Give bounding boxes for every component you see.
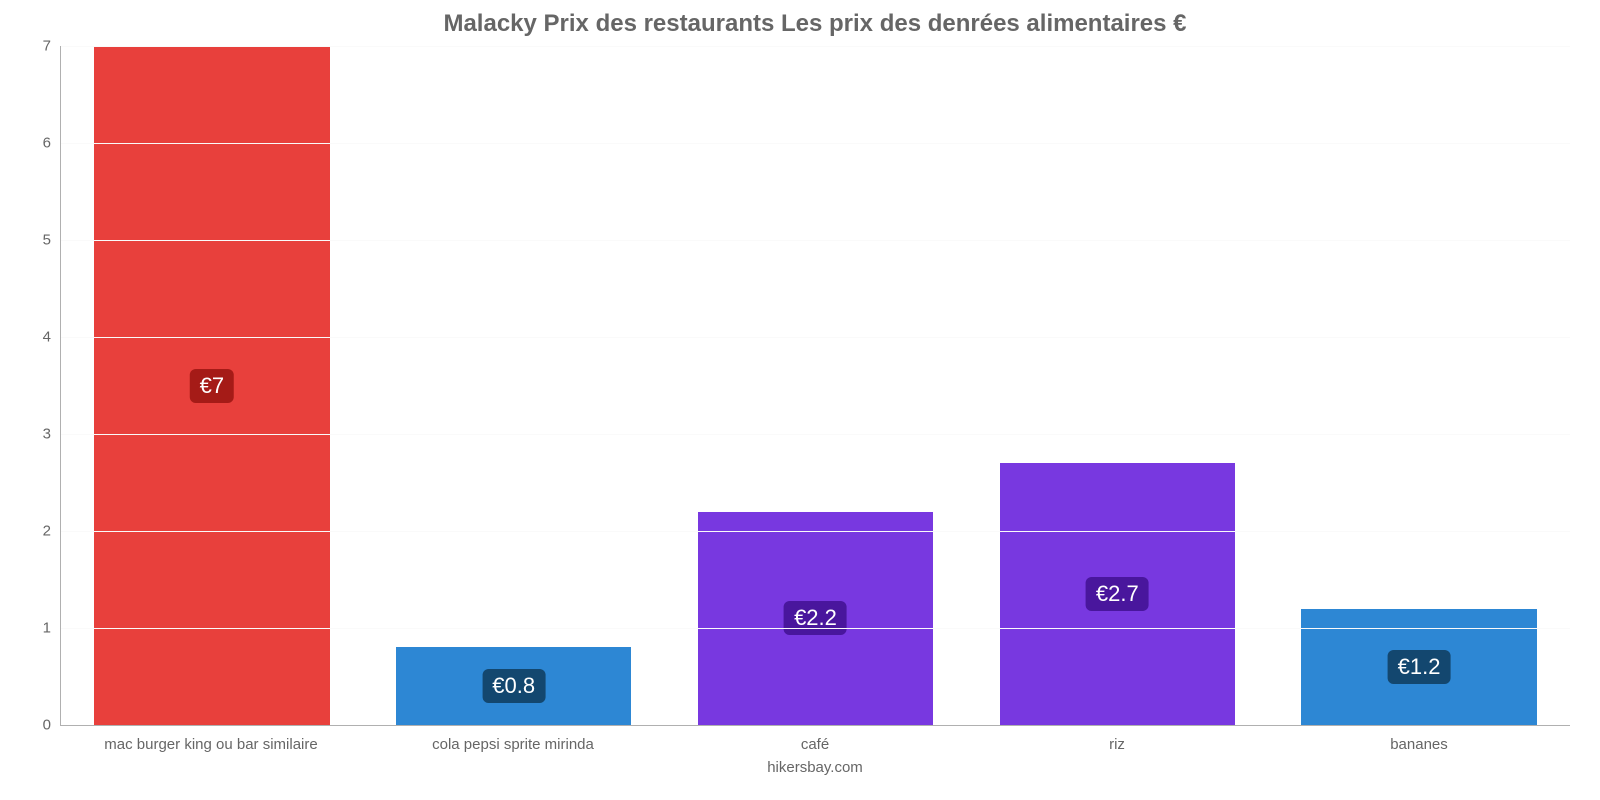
gridline bbox=[61, 531, 1570, 532]
y-tick-label: 1 bbox=[43, 620, 51, 637]
y-tick-label: 4 bbox=[43, 329, 51, 346]
bar-slot: €7 bbox=[61, 46, 363, 725]
y-tick-label: 7 bbox=[43, 38, 51, 55]
price-bar-chart: Malacky Prix des restaurants Les prix de… bbox=[0, 0, 1600, 800]
x-tick-label: riz bbox=[966, 736, 1268, 753]
bar-value-label: €0.8 bbox=[482, 669, 545, 703]
y-tick-label: 6 bbox=[43, 135, 51, 152]
bar-value-label: €7 bbox=[190, 369, 234, 403]
bar-slot: €0.8 bbox=[363, 46, 665, 725]
gridline bbox=[61, 46, 1570, 47]
chart-credit: hikersbay.com bbox=[60, 759, 1570, 776]
bar-slot: €2.2 bbox=[665, 46, 967, 725]
gridline bbox=[61, 628, 1570, 629]
x-tick-label: cola pepsi sprite mirinda bbox=[362, 736, 664, 753]
bar: €2.7 bbox=[1000, 463, 1235, 725]
y-tick-label: 0 bbox=[43, 717, 51, 734]
bar: €2.2 bbox=[698, 512, 933, 725]
bar-value-label: €2.2 bbox=[784, 601, 847, 635]
bar: €1.2 bbox=[1301, 609, 1536, 725]
x-tick-label: mac burger king ou bar similaire bbox=[60, 736, 362, 753]
y-tick-label: 2 bbox=[43, 523, 51, 540]
y-tick-label: 3 bbox=[43, 426, 51, 443]
gridline bbox=[61, 337, 1570, 338]
plot-area: €7€0.8€2.2€2.7€1.2 01234567 bbox=[60, 46, 1570, 726]
gridline bbox=[61, 143, 1570, 144]
chart-title: Malacky Prix des restaurants Les prix de… bbox=[60, 10, 1570, 38]
bars-container: €7 €0.8 €2.2 €2.7 €1.2 bbox=[61, 46, 1570, 725]
bar-slot: €2.7 bbox=[966, 46, 1268, 725]
bar-value-label: €2.7 bbox=[1086, 577, 1149, 611]
bar-value-label: €1.2 bbox=[1388, 650, 1451, 684]
gridline bbox=[61, 434, 1570, 435]
bar: €0.8 bbox=[396, 647, 631, 725]
y-tick-label: 5 bbox=[43, 232, 51, 249]
gridline bbox=[61, 240, 1570, 241]
x-tick-label: bananes bbox=[1268, 736, 1570, 753]
x-axis-labels: mac burger king ou bar similairecola pep… bbox=[60, 736, 1570, 753]
bar: €7 bbox=[94, 46, 329, 725]
bar-slot: €1.2 bbox=[1268, 46, 1570, 725]
x-tick-label: café bbox=[664, 736, 966, 753]
